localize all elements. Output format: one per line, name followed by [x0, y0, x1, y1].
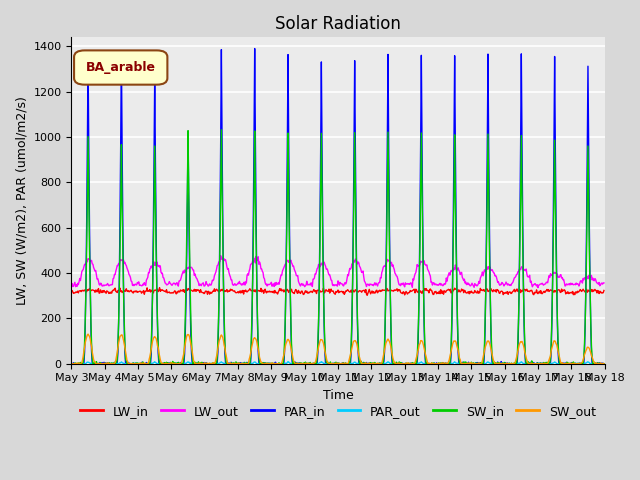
Line: SW_out: SW_out: [72, 334, 604, 364]
PAR_out: [275, 361, 283, 367]
PAR_in: [600, 361, 608, 367]
LW_out: [130, 283, 138, 288]
SW_out: [393, 361, 401, 367]
LW_in: [130, 288, 138, 294]
LW_in: [275, 288, 283, 293]
PAR_out: [131, 361, 138, 367]
PAR_in: [394, 361, 401, 367]
Line: PAR_in: PAR_in: [72, 48, 604, 364]
SW_out: [423, 358, 431, 363]
PAR_out: [424, 361, 431, 367]
LW_out: [255, 262, 262, 267]
SW_in: [130, 361, 138, 367]
LW_in: [156, 285, 163, 290]
LW_out: [228, 281, 236, 287]
Line: SW_in: SW_in: [72, 130, 604, 364]
SW_in: [423, 360, 431, 366]
SW_out: [600, 360, 608, 366]
LW_out: [534, 285, 542, 290]
LW_in: [600, 288, 608, 293]
LW_in: [255, 288, 262, 293]
PAR_in: [131, 360, 138, 366]
PAR_in: [256, 361, 264, 367]
SW_out: [131, 361, 138, 367]
SW_out: [84, 331, 92, 337]
PAR_out: [68, 360, 76, 366]
Line: LW_out: LW_out: [72, 256, 604, 288]
LW_out: [217, 253, 225, 259]
PAR_in: [228, 361, 236, 367]
LW_out: [275, 281, 283, 287]
LW_in: [364, 292, 371, 298]
LW_out: [600, 280, 608, 286]
LW_in: [228, 287, 236, 293]
X-axis label: Time: Time: [323, 389, 353, 402]
LW_in: [394, 288, 401, 294]
SW_in: [600, 361, 608, 367]
Text: BA_arable: BA_arable: [86, 61, 156, 74]
PAR_in: [68, 361, 76, 367]
SW_out: [228, 361, 236, 367]
Line: PAR_out: PAR_out: [72, 361, 604, 364]
FancyBboxPatch shape: [74, 50, 168, 84]
PAR_out: [255, 361, 262, 367]
LW_in: [424, 288, 431, 293]
LW_out: [423, 262, 431, 268]
Y-axis label: LW, SW (W/m2), PAR (umol/m2/s): LW, SW (W/m2), PAR (umol/m2/s): [15, 96, 28, 305]
PAR_in: [424, 360, 431, 366]
PAR_in: [276, 361, 284, 367]
Line: LW_in: LW_in: [72, 288, 604, 295]
SW_in: [275, 360, 283, 366]
SW_in: [393, 360, 401, 366]
SW_out: [255, 350, 262, 356]
Title: Solar Radiation: Solar Radiation: [275, 15, 401, 33]
LW_in: [68, 289, 76, 295]
PAR_out: [394, 361, 401, 367]
SW_in: [228, 361, 236, 367]
PAR_in: [68, 360, 76, 366]
LW_out: [393, 274, 401, 279]
PAR_out: [228, 361, 236, 367]
LW_out: [68, 282, 76, 288]
SW_out: [68, 361, 76, 367]
PAR_out: [284, 359, 292, 364]
SW_in: [255, 353, 262, 359]
PAR_out: [69, 361, 77, 367]
SW_in: [218, 127, 225, 132]
PAR_out: [600, 361, 608, 367]
SW_out: [275, 361, 283, 367]
SW_in: [68, 361, 76, 367]
Legend: LW_in, LW_out, PAR_in, PAR_out, SW_in, SW_out: LW_in, LW_out, PAR_in, PAR_out, SW_in, S…: [76, 400, 601, 423]
PAR_in: [251, 46, 259, 51]
